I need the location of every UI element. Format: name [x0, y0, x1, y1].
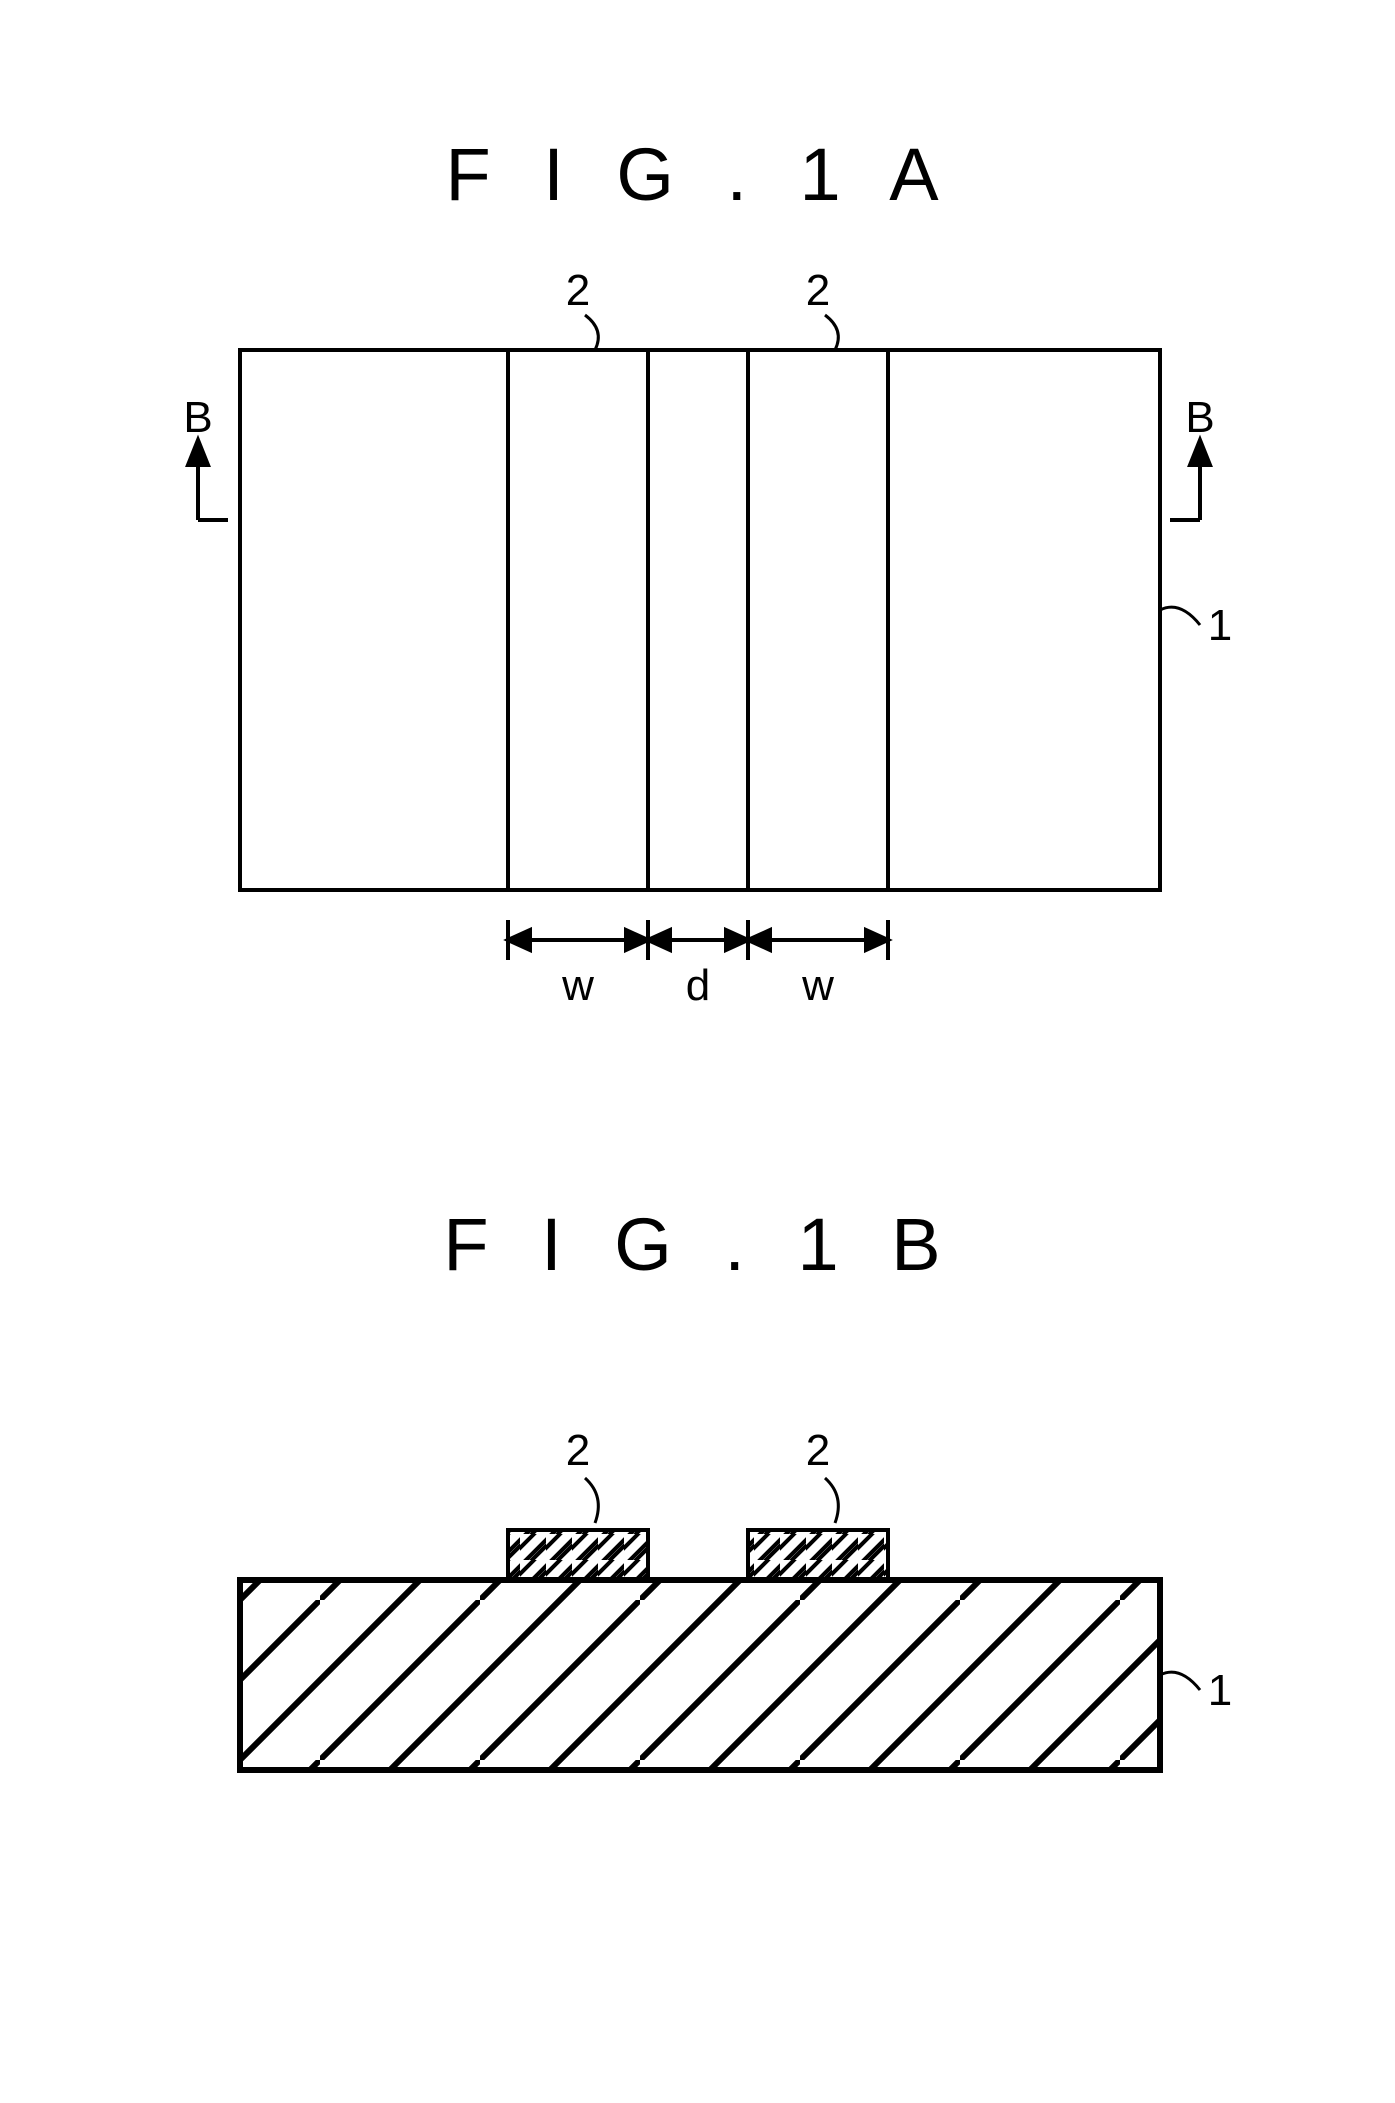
fig-1b-block-right — [748, 1530, 888, 1580]
fig-1a-strip-left — [508, 350, 648, 890]
svg-text:2: 2 — [566, 1426, 590, 1475]
svg-text:1: 1 — [1208, 1666, 1232, 1715]
fig-1b-title: F I G . 1 B — [443, 1203, 956, 1286]
svg-text:w: w — [561, 961, 594, 1010]
fig-1a-label-2-right: 2 — [806, 266, 839, 350]
fig-1b-label-2-right: 2 — [806, 1426, 839, 1523]
svg-text:2: 2 — [806, 1426, 830, 1475]
fig-1a-label-2-left: 2 — [566, 266, 599, 350]
svg-text:d: d — [686, 961, 710, 1010]
svg-text:1: 1 — [1208, 601, 1232, 650]
fig-1a-section-marker-right: B — [1170, 393, 1215, 520]
svg-text:w: w — [801, 961, 834, 1010]
fig-1a-substrate-outline — [240, 350, 1160, 890]
fig-1a-title: F I G . 1 A — [445, 133, 954, 216]
fig-1a-label-1: 1 — [1160, 601, 1232, 650]
fig-1a-section-marker-left: B — [183, 393, 228, 520]
svg-text:2: 2 — [566, 266, 590, 315]
fig-1b-label-1: 1 — [1160, 1666, 1232, 1715]
fig-1b-label-2-left: 2 — [566, 1426, 599, 1523]
fig-1a-strip-right — [748, 350, 888, 890]
svg-text:2: 2 — [806, 266, 830, 315]
fig-1a-dimensions: w d w — [508, 920, 888, 1010]
fig-1b-substrate — [240, 1580, 1160, 1770]
fig-1b-block-left — [508, 1530, 648, 1580]
